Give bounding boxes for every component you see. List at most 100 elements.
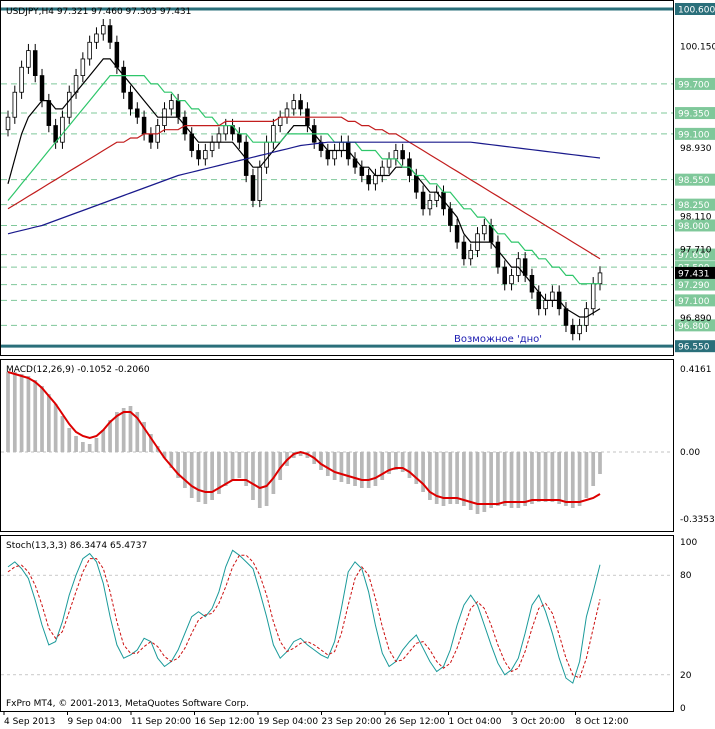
macd-bar-76 [523, 452, 527, 506]
level-tag-7 [675, 248, 715, 261]
macd-bar-58 [400, 452, 405, 472]
macd-bar-63 [434, 452, 439, 504]
macd-bar-20 [142, 422, 146, 452]
candle-body-87 [597, 272, 603, 285]
macd-bar-81 [557, 452, 562, 504]
macd-bar-9 [67, 428, 72, 452]
moving-average-0 [7, 58, 601, 318]
candle-body-52 [359, 166, 365, 176]
time-tick-8: 3 Oct 20:00 [512, 717, 565, 727]
candle-body-2 [19, 66, 24, 93]
candle-body-70 [482, 225, 487, 235]
macd-bar-49 [339, 452, 344, 482]
candle-body-84 [577, 324, 582, 335]
macd-bar-43 [298, 452, 303, 456]
level-label-0: 100.600 [678, 5, 715, 15]
candle-body-82 [563, 308, 569, 326]
candle-body-47 [325, 150, 331, 160]
price-tick-14: 96.890 [680, 314, 712, 324]
macd-bar-85 [584, 452, 589, 498]
macd-bar-47 [325, 452, 330, 476]
level-tag-10 [675, 294, 715, 307]
macd-bar-54 [373, 452, 378, 486]
stoch-tick-2: 20 [680, 671, 692, 681]
macd-bar-68 [468, 452, 473, 510]
candle-body-31 [216, 133, 222, 143]
macd-bar-62 [428, 452, 432, 500]
candle-body-80 [550, 291, 555, 301]
level-tag-3 [675, 127, 715, 140]
stoch-tick-3: 0 [680, 704, 686, 714]
price-tick-7: 98.110 [680, 212, 712, 222]
candle-body-18 [128, 91, 133, 110]
macd-bar-4 [33, 380, 38, 452]
candle-body-34 [237, 133, 242, 143]
macd-bar-38 [264, 452, 269, 506]
price-tick-4: 98.930 [680, 144, 712, 154]
candle-body-29 [203, 150, 208, 160]
candle-body-1 [12, 91, 18, 118]
price-tick-0: 100.150 [680, 42, 715, 52]
stoch-line-1 [7, 554, 601, 679]
macd-bar-18 [128, 406, 133, 452]
price-panel-frame [0, 0, 674, 356]
candle-body-5 [39, 75, 45, 101]
candle-body-67 [461, 241, 467, 260]
level-tag-1 [675, 77, 715, 90]
candle-body-43 [298, 100, 303, 110]
candle-body-19 [135, 108, 140, 118]
candle-body-72 [495, 241, 501, 268]
macd-bar-19 [135, 412, 140, 452]
macd-bar-6 [46, 394, 51, 452]
macd-bar-34 [237, 452, 242, 478]
macd-bar-53 [366, 452, 371, 488]
macd-bar-24 [169, 452, 174, 468]
candle-body-56 [386, 158, 392, 168]
level-tag-2 [675, 107, 715, 120]
candle-body-0 [5, 116, 11, 131]
macd-bar-0 [6, 372, 10, 452]
candle-body-24 [169, 100, 174, 110]
macd-bar-32 [223, 452, 228, 486]
level-tag-4 [675, 173, 715, 186]
time-tick-0: 4 Sep 2013 [4, 717, 55, 727]
level-label-2: 99.350 [678, 110, 710, 120]
macd-bar-72 [496, 452, 500, 506]
candle-body-76 [522, 258, 528, 276]
candle-body-8 [60, 116, 65, 143]
macd-bar-11 [81, 442, 85, 452]
level-label-6: 98.000 [678, 222, 710, 232]
price-tick-9: 97.710 [680, 246, 712, 256]
level-tag-11 [675, 319, 715, 332]
macd-bar-14 [101, 430, 106, 452]
macd-bar-1 [12, 372, 17, 452]
time-tick-3: 16 Sep 12:00 [195, 717, 255, 727]
candle-body-36 [250, 175, 256, 201]
macd-tick-0: 0.4161 [680, 365, 712, 375]
stoch-tick-1: 80 [680, 571, 692, 581]
macd-bar-17 [121, 408, 126, 452]
macd-bar-64 [441, 452, 446, 506]
macd-bar-36 [251, 452, 255, 500]
macd-bar-21 [149, 434, 153, 452]
macd-bar-55 [380, 452, 385, 480]
candle-body-4 [32, 50, 38, 76]
macd-bar-65 [448, 452, 453, 504]
candle-body-57 [393, 150, 399, 160]
moving-average-2 [7, 116, 601, 260]
time-tick-1: 9 Sep 04:00 [68, 717, 123, 727]
candle-body-86 [590, 283, 596, 310]
candle-body-60 [414, 175, 419, 193]
time-tick-4: 19 Sep 04:00 [258, 717, 318, 727]
candle-body-16 [114, 41, 120, 68]
time-tick-5: 23 Sep 20:00 [322, 717, 382, 727]
level-label-1: 99.700 [678, 80, 710, 90]
macd-bar-31 [217, 452, 221, 494]
footer-copyright: FxPro MT4, © 2001-2013, MetaQuotes Softw… [6, 699, 249, 709]
candle-body-55 [380, 166, 385, 176]
macd-bar-37 [257, 452, 262, 508]
macd-bar-25 [176, 452, 180, 478]
candle-body-83 [570, 324, 576, 335]
macd-bar-40 [278, 452, 283, 480]
